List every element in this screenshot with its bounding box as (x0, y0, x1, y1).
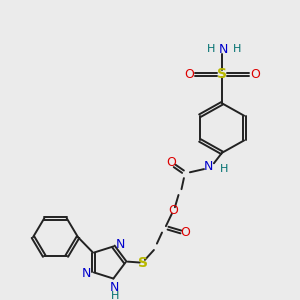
Text: O: O (184, 68, 194, 81)
Text: O: O (181, 226, 190, 239)
Text: H: H (111, 291, 119, 300)
Text: O: O (169, 204, 178, 217)
Text: H: H (206, 44, 215, 55)
Text: H: H (220, 164, 228, 174)
Text: S: S (217, 67, 227, 81)
Text: N: N (110, 281, 120, 294)
Text: N: N (219, 43, 228, 56)
Text: O: O (250, 68, 260, 81)
Text: N: N (82, 267, 91, 280)
Text: H: H (233, 44, 241, 55)
Text: O: O (166, 157, 176, 169)
Text: N: N (116, 238, 126, 250)
Text: N: N (204, 160, 213, 173)
Text: S: S (138, 256, 148, 270)
